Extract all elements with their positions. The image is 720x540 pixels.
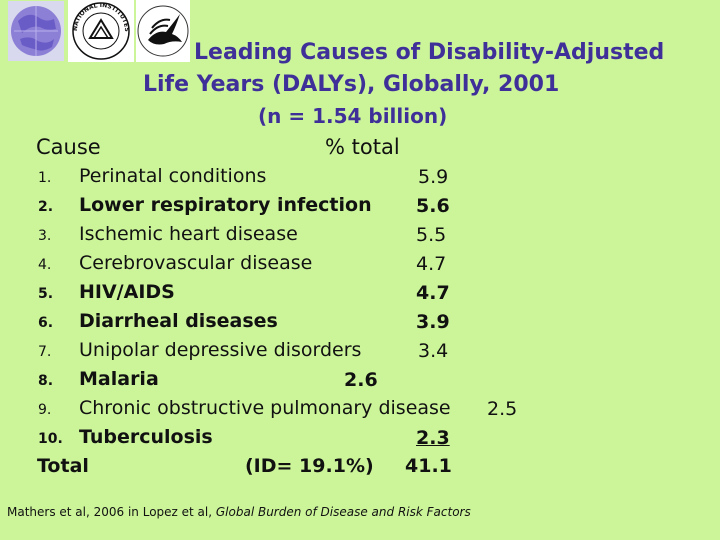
cause-name: Ischemic heart disease [79,223,298,245]
subtitle: (n = 1.54 billion) [258,104,448,128]
percent-value: 2.6 [344,369,378,391]
percent-value: 2.3 [416,427,450,449]
rank: 3. [38,228,52,244]
percent-value: 3.4 [418,340,449,362]
globe-logo [8,1,64,61]
citation-prefix: Mathers et al, 2006 in Lopez et al, [7,505,216,519]
rank: 7. [38,344,52,360]
rank: 4. [38,257,52,273]
rank: 6. [38,315,54,331]
rank: 1. [38,170,52,186]
percent-value: 5.5 [416,224,447,246]
cause-name: Unipolar depressive disorders [79,339,362,361]
percent-value: 3.9 [416,311,450,333]
total-value: 41.1 [405,455,452,477]
rank: 9. [38,402,52,418]
rank: 10. [38,431,63,447]
cause-name: Perinatal conditions [79,165,267,187]
cause-name: Lower respiratory infection [79,194,372,216]
citation: Mathers et al, 2006 in Lopez et al, Glob… [7,505,471,519]
percent-header: % total [325,135,400,159]
rank: 8. [38,373,54,389]
citation-source: Global Burden of Disease and Risk Factor… [215,505,471,519]
percent-value: 2.5 [487,398,518,420]
rank: 5. [38,286,54,302]
total-id: (ID= 19.1%) [245,455,374,477]
cause-name: Diarrheal diseases [79,310,278,332]
cause-name: Chronic obstructive pulmonary disease [79,397,451,419]
title-line-2: Life Years (DALYs), Globally, 2001 [143,72,560,97]
rank: 2. [38,199,54,215]
percent-value: 5.6 [416,195,450,217]
nih-seal-logo: NATIONAL INSTITUTES OF HEALTH [68,0,134,62]
cause-name: HIV/AIDS [79,281,175,303]
percent-value: 4.7 [416,253,447,275]
percent-value: 4.7 [416,282,450,304]
cause-name: Cerebrovascular disease [79,252,313,274]
total-label: Total [37,455,89,477]
hhs-eagle-logo [136,0,190,62]
percent-value: 5.9 [418,166,449,188]
cause-name: Malaria [79,368,159,390]
cause-name: Tuberculosis [79,426,213,448]
cause-header: Cause [36,135,101,159]
title-line-1: Leading Causes of Disability-Adjusted [194,40,665,65]
